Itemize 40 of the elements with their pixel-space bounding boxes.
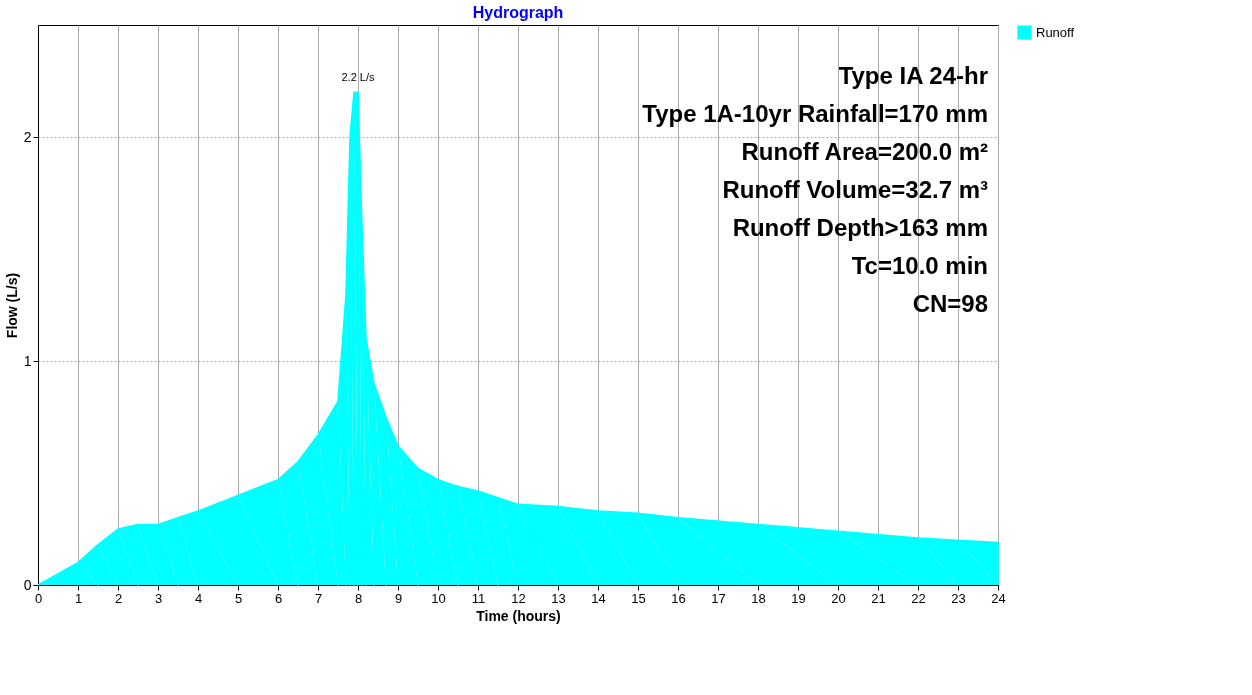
legend-label: Runoff	[1036, 24, 1075, 40]
y-axis-title: Flow (L/s)	[3, 272, 20, 339]
chart-title: Hydrograph	[472, 4, 564, 21]
x-tick-label: 2	[114, 590, 123, 606]
x-tick-label: 22	[911, 590, 926, 606]
x-tick-label: 8	[354, 590, 363, 606]
x-tick-label: 0	[34, 590, 43, 606]
x-tick-label: 9	[394, 590, 403, 606]
x-tick-label: 13	[551, 590, 566, 606]
x-tick-label: 10	[431, 590, 446, 606]
x-tick-label: 20	[831, 590, 846, 606]
y-tick-label: 1	[23, 352, 32, 369]
x-tick-label: 1	[74, 590, 83, 606]
annotation: Runoff Depth>163 mm	[732, 214, 988, 241]
x-tick-label: 19	[791, 590, 806, 606]
x-tick-label: 16	[671, 590, 686, 606]
x-tick-label: 15	[631, 590, 646, 606]
x-tick-label: 5	[234, 590, 243, 606]
x-axis-title: Time (hours)	[476, 607, 561, 624]
x-tick-label: 17	[711, 590, 726, 606]
x-tick-label: 6	[274, 590, 283, 606]
annotation: Type IA 24-hr	[838, 62, 988, 89]
annotation: Type 1A-10yr Rainfall=170 mm	[642, 100, 988, 127]
annotation: CN=98	[912, 290, 988, 317]
annotation: 2.2 L/s	[341, 71, 376, 84]
annotation: Tc=10.0 min	[851, 252, 988, 279]
x-tick-label: 18	[751, 590, 766, 606]
y-tick-label: 2	[23, 128, 32, 145]
x-tick-label: 4	[194, 590, 203, 606]
y-tick-label: 0	[23, 576, 32, 593]
x-tick-label: 7	[314, 590, 323, 606]
x-tick-label: 21	[871, 590, 886, 606]
x-tick-label: 3	[154, 590, 163, 606]
x-tick-label: 14	[591, 590, 606, 606]
annotation: Runoff Volume=32.7 m³	[722, 176, 989, 203]
x-tick-label: 11	[471, 590, 486, 606]
annotation: Runoff Area=200.0 m²	[741, 138, 989, 165]
x-tick-label: 24	[991, 590, 1006, 606]
x-tick-label: 12	[511, 590, 526, 606]
x-tick-label: 23	[951, 590, 966, 606]
